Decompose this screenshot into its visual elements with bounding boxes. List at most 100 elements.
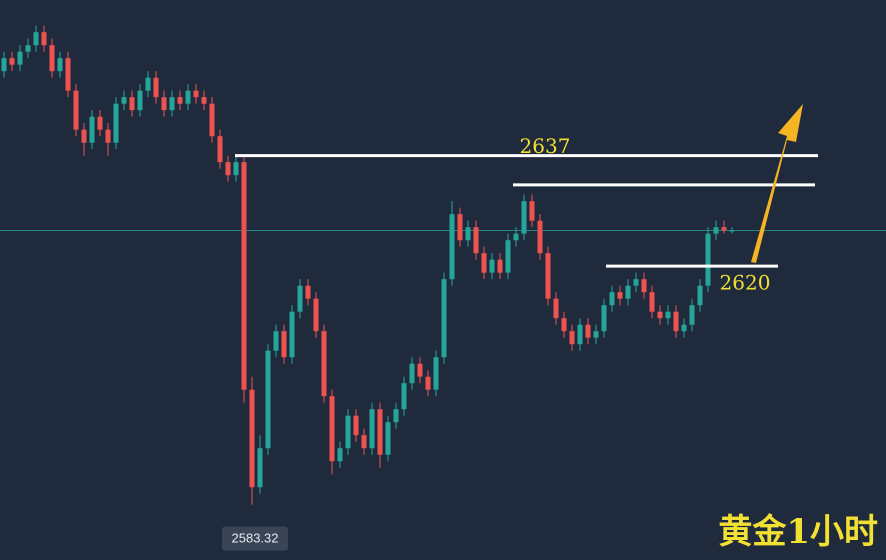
up-arrow <box>751 104 803 263</box>
candles <box>0 25 886 505</box>
candle-body <box>553 298 559 319</box>
candle-body <box>217 136 223 163</box>
candle-body <box>281 331 287 358</box>
candle-body <box>433 357 439 390</box>
candle-body <box>385 422 391 455</box>
candle-body <box>681 324 687 332</box>
candle-body <box>105 129 111 143</box>
candle-body <box>665 311 671 319</box>
candle-body <box>561 318 567 332</box>
candle-body <box>297 285 303 312</box>
candle-body <box>121 97 127 104</box>
candle-body <box>177 97 183 104</box>
candle-body <box>537 220 543 254</box>
candle-body <box>465 227 471 241</box>
candle-body <box>169 97 175 111</box>
candle-body <box>353 415 359 436</box>
candle-body <box>689 305 695 325</box>
candle-body <box>705 233 711 286</box>
low-label: 2583.32 <box>232 531 279 546</box>
candle-body <box>609 292 615 306</box>
candle-body <box>601 305 607 332</box>
candle-body <box>521 201 527 234</box>
candle-body <box>401 383 407 410</box>
candle-body <box>617 292 623 299</box>
level-label: 2637 <box>520 134 571 158</box>
candle-body <box>17 51 23 65</box>
candle-body <box>329 396 335 462</box>
candle-body <box>257 448 263 488</box>
level-label: 2620 <box>720 271 771 295</box>
candle-body <box>57 58 63 72</box>
candle-body <box>505 240 511 273</box>
candle-body <box>241 162 247 390</box>
candle-body <box>321 331 327 397</box>
candle-body <box>513 233 519 241</box>
candle-body <box>441 279 447 358</box>
candle-body <box>305 285 311 299</box>
candle-body <box>9 58 15 65</box>
candle-body <box>369 409 375 449</box>
candle-body <box>73 90 79 130</box>
candle-body <box>457 214 463 241</box>
candle-body <box>721 227 727 231</box>
candle-body <box>1 58 7 72</box>
candle-body <box>233 162 239 176</box>
candle-body <box>97 116 103 130</box>
candle-body <box>377 409 383 455</box>
candle-body <box>577 324 583 345</box>
candle-body <box>489 259 495 273</box>
candle-body <box>193 90 199 98</box>
candle-body <box>529 201 535 221</box>
candle-body <box>729 230 735 232</box>
candle-body <box>497 259 503 273</box>
candle-body <box>481 253 487 273</box>
candle-body <box>273 331 279 351</box>
candle-body <box>81 129 87 143</box>
candle-body <box>113 103 119 143</box>
candle-body <box>585 324 591 338</box>
candle-body <box>265 350 271 449</box>
candle-body <box>201 97 207 104</box>
candle-body <box>593 331 599 338</box>
candle-body <box>409 363 415 384</box>
chart-title: 黄金1小时 <box>718 512 878 552</box>
candle-body <box>425 376 431 390</box>
candle-body <box>713 227 719 234</box>
candle-body <box>89 116 95 143</box>
candle-body <box>649 292 655 312</box>
candle-body <box>137 90 143 111</box>
candle-body <box>569 331 575 345</box>
candle-body <box>289 311 295 358</box>
candle-body <box>361 435 367 449</box>
candle-body <box>697 285 703 306</box>
candle-body <box>313 298 319 332</box>
candle-body <box>249 389 255 488</box>
candle-body <box>209 103 215 137</box>
candle-body <box>625 285 631 299</box>
candle-body <box>49 45 55 72</box>
candle-body <box>345 415 351 449</box>
candle-body <box>225 162 231 176</box>
candle-body <box>153 77 159 98</box>
candle-body <box>449 214 455 280</box>
candle-body <box>129 97 135 111</box>
candle-body <box>161 97 167 111</box>
candle-body <box>473 227 479 254</box>
candle-body <box>657 311 663 319</box>
candle-body <box>41 32 47 46</box>
candle-body <box>145 77 151 91</box>
candle-body <box>33 32 39 46</box>
candle-body <box>185 90 191 104</box>
candle-body <box>673 311 679 332</box>
candle-body <box>393 409 399 423</box>
candle-body <box>337 448 343 462</box>
candle-body <box>633 279 639 286</box>
candle-body <box>641 279 647 293</box>
candle-body <box>545 253 551 299</box>
low-label-box <box>222 526 288 551</box>
candle-body <box>65 58 71 91</box>
candle-body <box>417 363 423 377</box>
candle-body <box>25 45 31 52</box>
